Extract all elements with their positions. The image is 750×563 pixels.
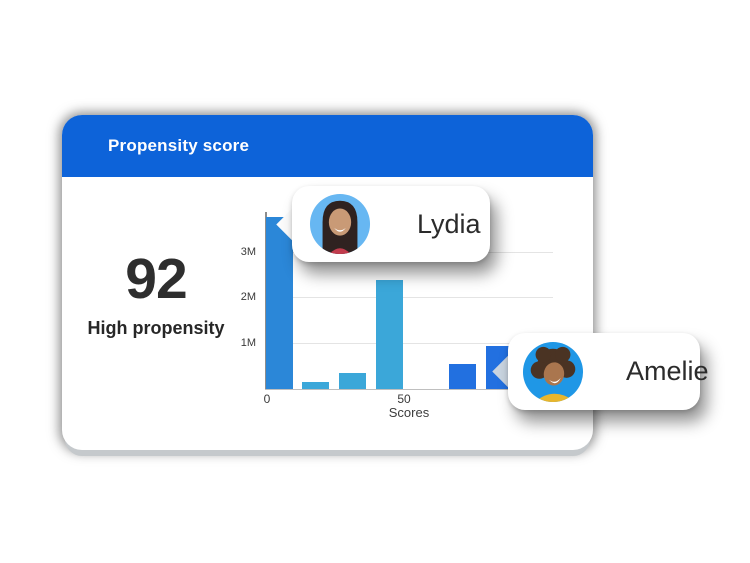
x-axis-line bbox=[265, 389, 553, 390]
bar-5[interactable] bbox=[449, 364, 476, 389]
callout-amelie[interactable]: Amelie bbox=[492, 333, 709, 410]
avatar-lydia bbox=[309, 193, 371, 255]
gridline-2M bbox=[266, 297, 553, 299]
bar-1[interactable] bbox=[302, 382, 330, 389]
bar-3[interactable] bbox=[375, 280, 403, 389]
x-tick-label: 50 bbox=[397, 392, 411, 406]
propensity-card: Propensity score bbox=[62, 115, 593, 450]
callout-bubble: Lydia bbox=[292, 186, 490, 262]
score-value: 92 bbox=[125, 247, 187, 311]
gridline-1M bbox=[266, 342, 553, 344]
x-axis-title: Scores bbox=[388, 405, 430, 420]
x-tick-label: 0 bbox=[263, 392, 271, 406]
score-block: 92 High propensity bbox=[75, 247, 237, 339]
y-tick-label: 1M bbox=[240, 336, 256, 349]
score-label: High propensity bbox=[87, 317, 225, 338]
bar-2[interactable] bbox=[338, 373, 366, 389]
callout-bubble: Amelie bbox=[508, 333, 709, 410]
callout-name: Lydia bbox=[417, 208, 481, 239]
callout-lydia[interactable]: Lydia bbox=[276, 186, 490, 262]
callout-name: Amelie bbox=[626, 356, 709, 386]
y-tick-label: 2M bbox=[240, 291, 256, 304]
bar-0[interactable] bbox=[265, 216, 293, 389]
card-title: Propensity score bbox=[108, 136, 250, 155]
avatar-amelie bbox=[522, 341, 584, 403]
y-tick-label: 3M bbox=[240, 246, 256, 258]
card-header: Propensity score bbox=[62, 115, 593, 177]
